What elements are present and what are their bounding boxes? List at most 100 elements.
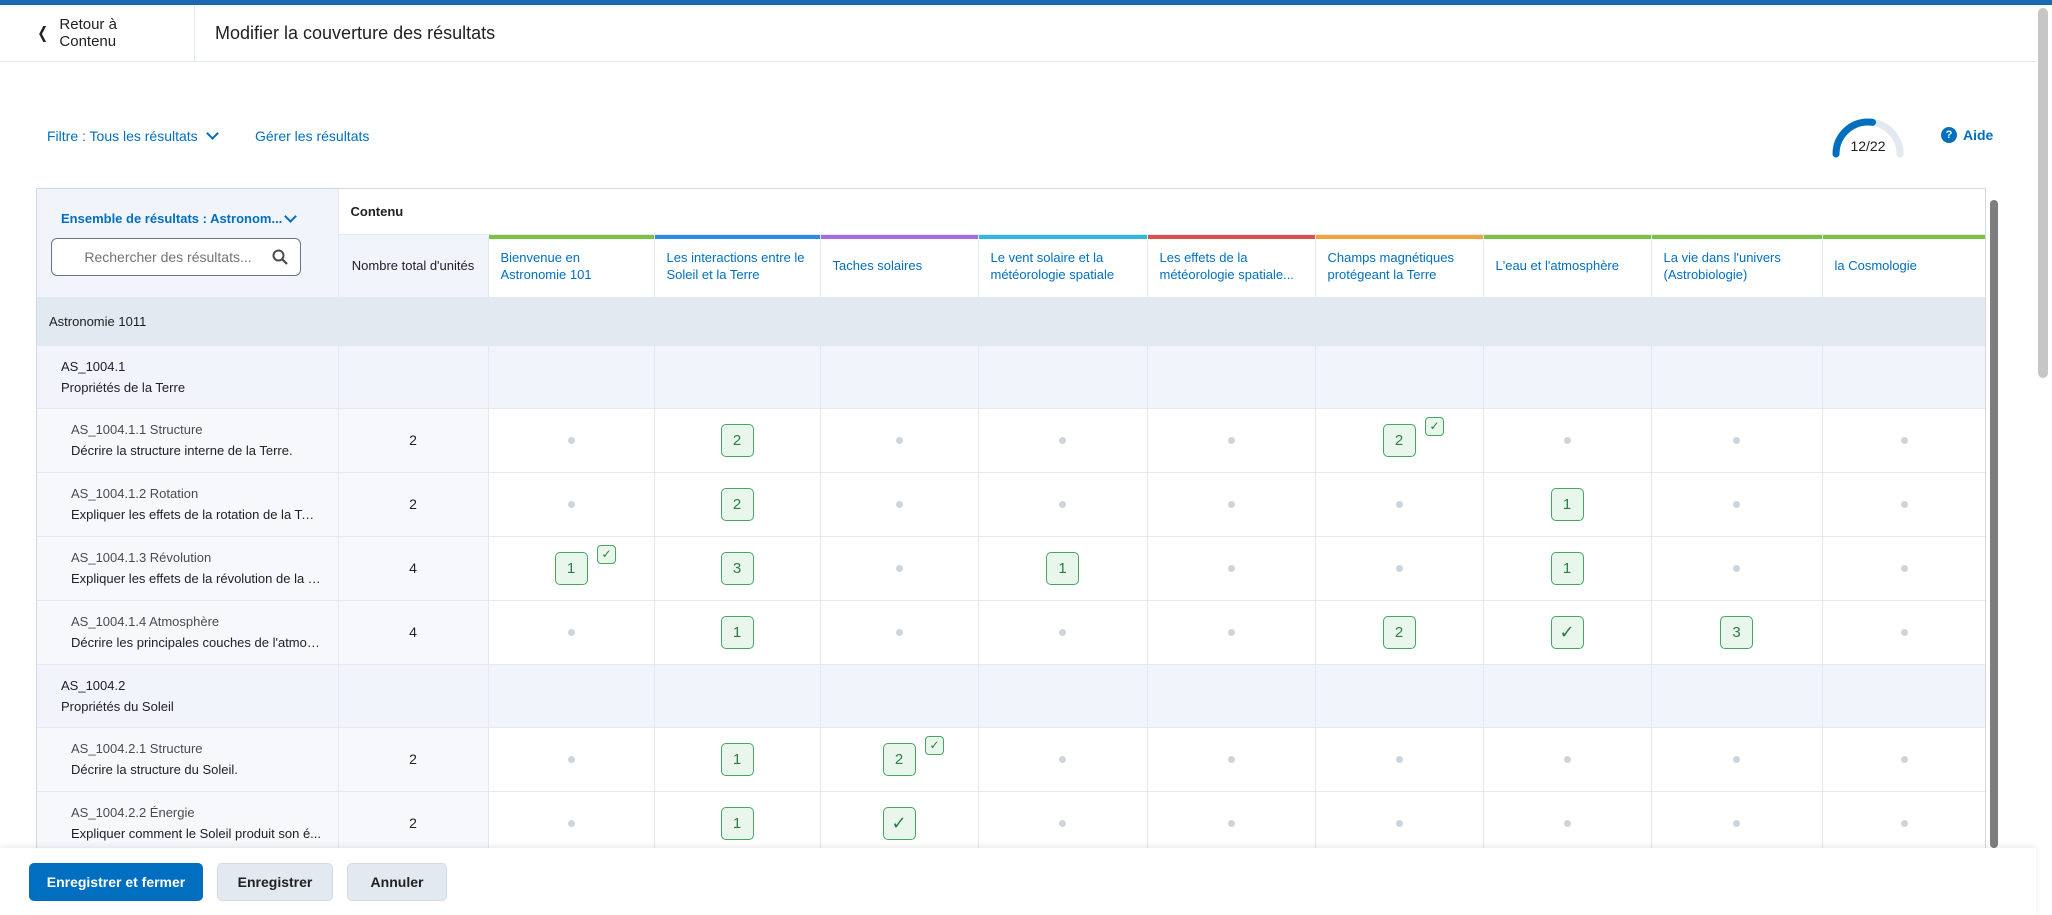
column-label: Les effets de la météorologie spatiale..…: [1159, 249, 1294, 282]
coverage-cell[interactable]: 1: [1483, 472, 1652, 537]
coverage-cell[interactable]: [1822, 472, 1985, 537]
coverage-cell[interactable]: [820, 536, 979, 601]
coverage-cell[interactable]: 1: [654, 727, 821, 792]
coverage-cell[interactable]: 1: [978, 536, 1148, 601]
coverage-cell[interactable]: ✓: [1483, 600, 1652, 665]
coverage-cell[interactable]: [820, 600, 979, 665]
save-and-close-button[interactable]: Enregistrer et fermer: [29, 862, 203, 901]
content-column-header[interactable]: L'eau et l'atmosphère: [1483, 234, 1652, 298]
filter-button[interactable]: Filtre : Tous les résultats: [47, 127, 219, 144]
coverage-cell[interactable]: [1822, 791, 1985, 848]
coverage-cell[interactable]: 1: [1483, 536, 1652, 601]
help-link[interactable]: ? Aide: [1941, 127, 1993, 143]
coverage-count-badge[interactable]: 2: [882, 742, 916, 776]
content-column-header[interactable]: Champs magnétiques protégeant la Terre: [1315, 234, 1484, 298]
coverage-count-badge[interactable]: 1: [1046, 551, 1079, 585]
coverage-cell[interactable]: [1315, 791, 1484, 848]
window-scrollbar-thumb[interactable]: [2038, 8, 2048, 378]
coverage-cell[interactable]: [1483, 727, 1652, 792]
empty-dot-icon: [567, 820, 575, 827]
coverage-cell[interactable]: [820, 472, 979, 537]
outcome-row: AS_1004.1 Propriétés de la Terre: [37, 345, 1985, 409]
cancel-button[interactable]: Annuler: [347, 862, 447, 901]
coverage-cell[interactable]: [820, 408, 979, 473]
coverage-count-badge[interactable]: 1: [720, 742, 754, 776]
content-column-header[interactable]: Les interactions entre le Soleil et la T…: [654, 234, 821, 298]
coverage-cell[interactable]: 1 ✓: [488, 536, 655, 601]
coverage-cell[interactable]: [488, 791, 655, 848]
coverage-cell[interactable]: [488, 472, 655, 537]
coverage-cell[interactable]: [1651, 536, 1823, 601]
coverage-cell[interactable]: 2 ✓: [820, 727, 979, 792]
coverage-cell[interactable]: [1147, 600, 1316, 665]
outcome-row: AS_1004.2 Propriétés du Soleil: [37, 664, 1985, 728]
save-button[interactable]: Enregistrer: [217, 862, 333, 901]
coverage-count-badge[interactable]: 3: [720, 551, 754, 585]
search-icon[interactable]: [272, 249, 288, 265]
coverage-count-badge[interactable]: 2: [1382, 615, 1416, 649]
check-icon[interactable]: ✓: [882, 806, 916, 840]
coverage-cell[interactable]: [1147, 472, 1316, 537]
content-column-header[interactable]: la Cosmologie: [1822, 234, 1985, 298]
coverage-count-badge[interactable]: 1: [1550, 487, 1584, 521]
coverage-cell[interactable]: [1147, 727, 1316, 792]
coverage-cell[interactable]: [1822, 408, 1985, 473]
coverage-cell[interactable]: [1651, 472, 1823, 537]
coverage-cell[interactable]: [1651, 791, 1823, 848]
outcome-set-button[interactable]: Ensemble de résultats : Astronom...: [51, 209, 324, 226]
coverage-cell[interactable]: [978, 600, 1148, 665]
coverage-count-badge[interactable]: 2: [720, 423, 754, 457]
coverage-cell[interactable]: ✓: [820, 791, 979, 848]
coverage-cell[interactable]: [1147, 536, 1316, 601]
coverage-cell[interactable]: [978, 791, 1148, 848]
coverage-count-badge[interactable]: 1: [554, 551, 588, 585]
coverage-cell[interactable]: [1315, 536, 1484, 601]
coverage-cell[interactable]: [1651, 408, 1823, 473]
column-color-bar: [1822, 234, 1985, 239]
content-column-header[interactable]: Le vent solaire et la météorologie spati…: [978, 234, 1148, 298]
coverage-cell[interactable]: 1: [654, 600, 821, 665]
back-link[interactable]: ❮ Retour à Contenu: [0, 4, 195, 62]
coverage-cell[interactable]: [978, 472, 1148, 537]
empty-dot-icon: [1227, 565, 1235, 572]
coverage-count-badge[interactable]: 1: [720, 806, 754, 840]
column-color-bar: [1315, 234, 1483, 239]
coverage-count-badge[interactable]: 2: [720, 487, 754, 521]
coverage-cell[interactable]: [1651, 727, 1823, 792]
coverage-cell[interactable]: 2: [1315, 600, 1484, 665]
coverage-cell[interactable]: [488, 408, 655, 473]
coverage-cell[interactable]: 3: [1651, 600, 1823, 665]
check-icon[interactable]: ✓: [1550, 615, 1584, 649]
empty-cell: [338, 297, 489, 346]
coverage-cell[interactable]: [1147, 408, 1316, 473]
coverage-count-badge[interactable]: 2: [1382, 423, 1416, 457]
coverage-count-badge[interactable]: 3: [1720, 615, 1753, 649]
content-column-header[interactable]: Bienvenue en Astronomie 101: [488, 234, 655, 298]
standard-description: Expliquer comment le Soleil produit son …: [71, 826, 321, 841]
coverage-cell[interactable]: 2 ✓: [1315, 408, 1484, 473]
manage-outcomes-link[interactable]: Gérer les résultats: [255, 128, 369, 144]
coverage-cell[interactable]: 1: [654, 791, 821, 848]
coverage-cell[interactable]: 3: [654, 536, 821, 601]
coverage-cell[interactable]: [1822, 727, 1985, 792]
grid-scrollbar-thumb[interactable]: [1990, 200, 1998, 848]
content-column-header[interactable]: Taches solaires: [820, 234, 979, 298]
coverage-cell[interactable]: [1822, 600, 1985, 665]
coverage-cell[interactable]: [1822, 536, 1985, 601]
coverage-cell[interactable]: [1147, 791, 1316, 848]
search-input[interactable]: Rechercher des résultats...: [51, 238, 301, 276]
content-column-header[interactable]: La vie dans l'univers (Astrobiologie): [1651, 234, 1823, 298]
coverage-count-badge[interactable]: 1: [1550, 551, 1584, 585]
content-column-header[interactable]: Les effets de la météorologie spatiale..…: [1147, 234, 1316, 298]
coverage-cell[interactable]: [488, 727, 655, 792]
coverage-cell[interactable]: [488, 600, 655, 665]
coverage-cell[interactable]: [1483, 408, 1652, 473]
coverage-cell[interactable]: [1315, 727, 1484, 792]
coverage-cell[interactable]: [978, 727, 1148, 792]
coverage-cell[interactable]: [978, 408, 1148, 473]
coverage-cell[interactable]: [1483, 791, 1652, 848]
coverage-cell[interactable]: 2: [654, 472, 821, 537]
coverage-cell[interactable]: 2: [654, 408, 821, 473]
coverage-cell[interactable]: [1315, 472, 1484, 537]
coverage-count-badge[interactable]: 1: [720, 615, 754, 649]
